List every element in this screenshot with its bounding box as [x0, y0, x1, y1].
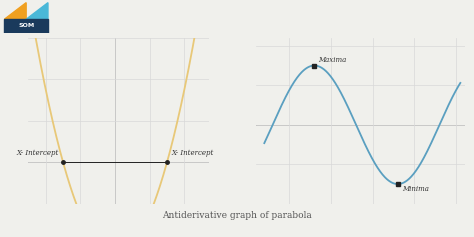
Text: Maxima: Maxima: [319, 56, 347, 64]
Text: SOM: SOM: [18, 23, 34, 28]
Text: X- Intercept: X- Intercept: [171, 149, 213, 157]
Polygon shape: [4, 3, 26, 19]
Polygon shape: [26, 3, 48, 19]
Text: Antiderivative graph of parabola: Antiderivative graph of parabola: [162, 211, 312, 220]
Bar: [4, 19, 48, 33]
Text: Minima: Minima: [402, 185, 429, 193]
Text: X- Intercept: X- Intercept: [17, 149, 59, 157]
